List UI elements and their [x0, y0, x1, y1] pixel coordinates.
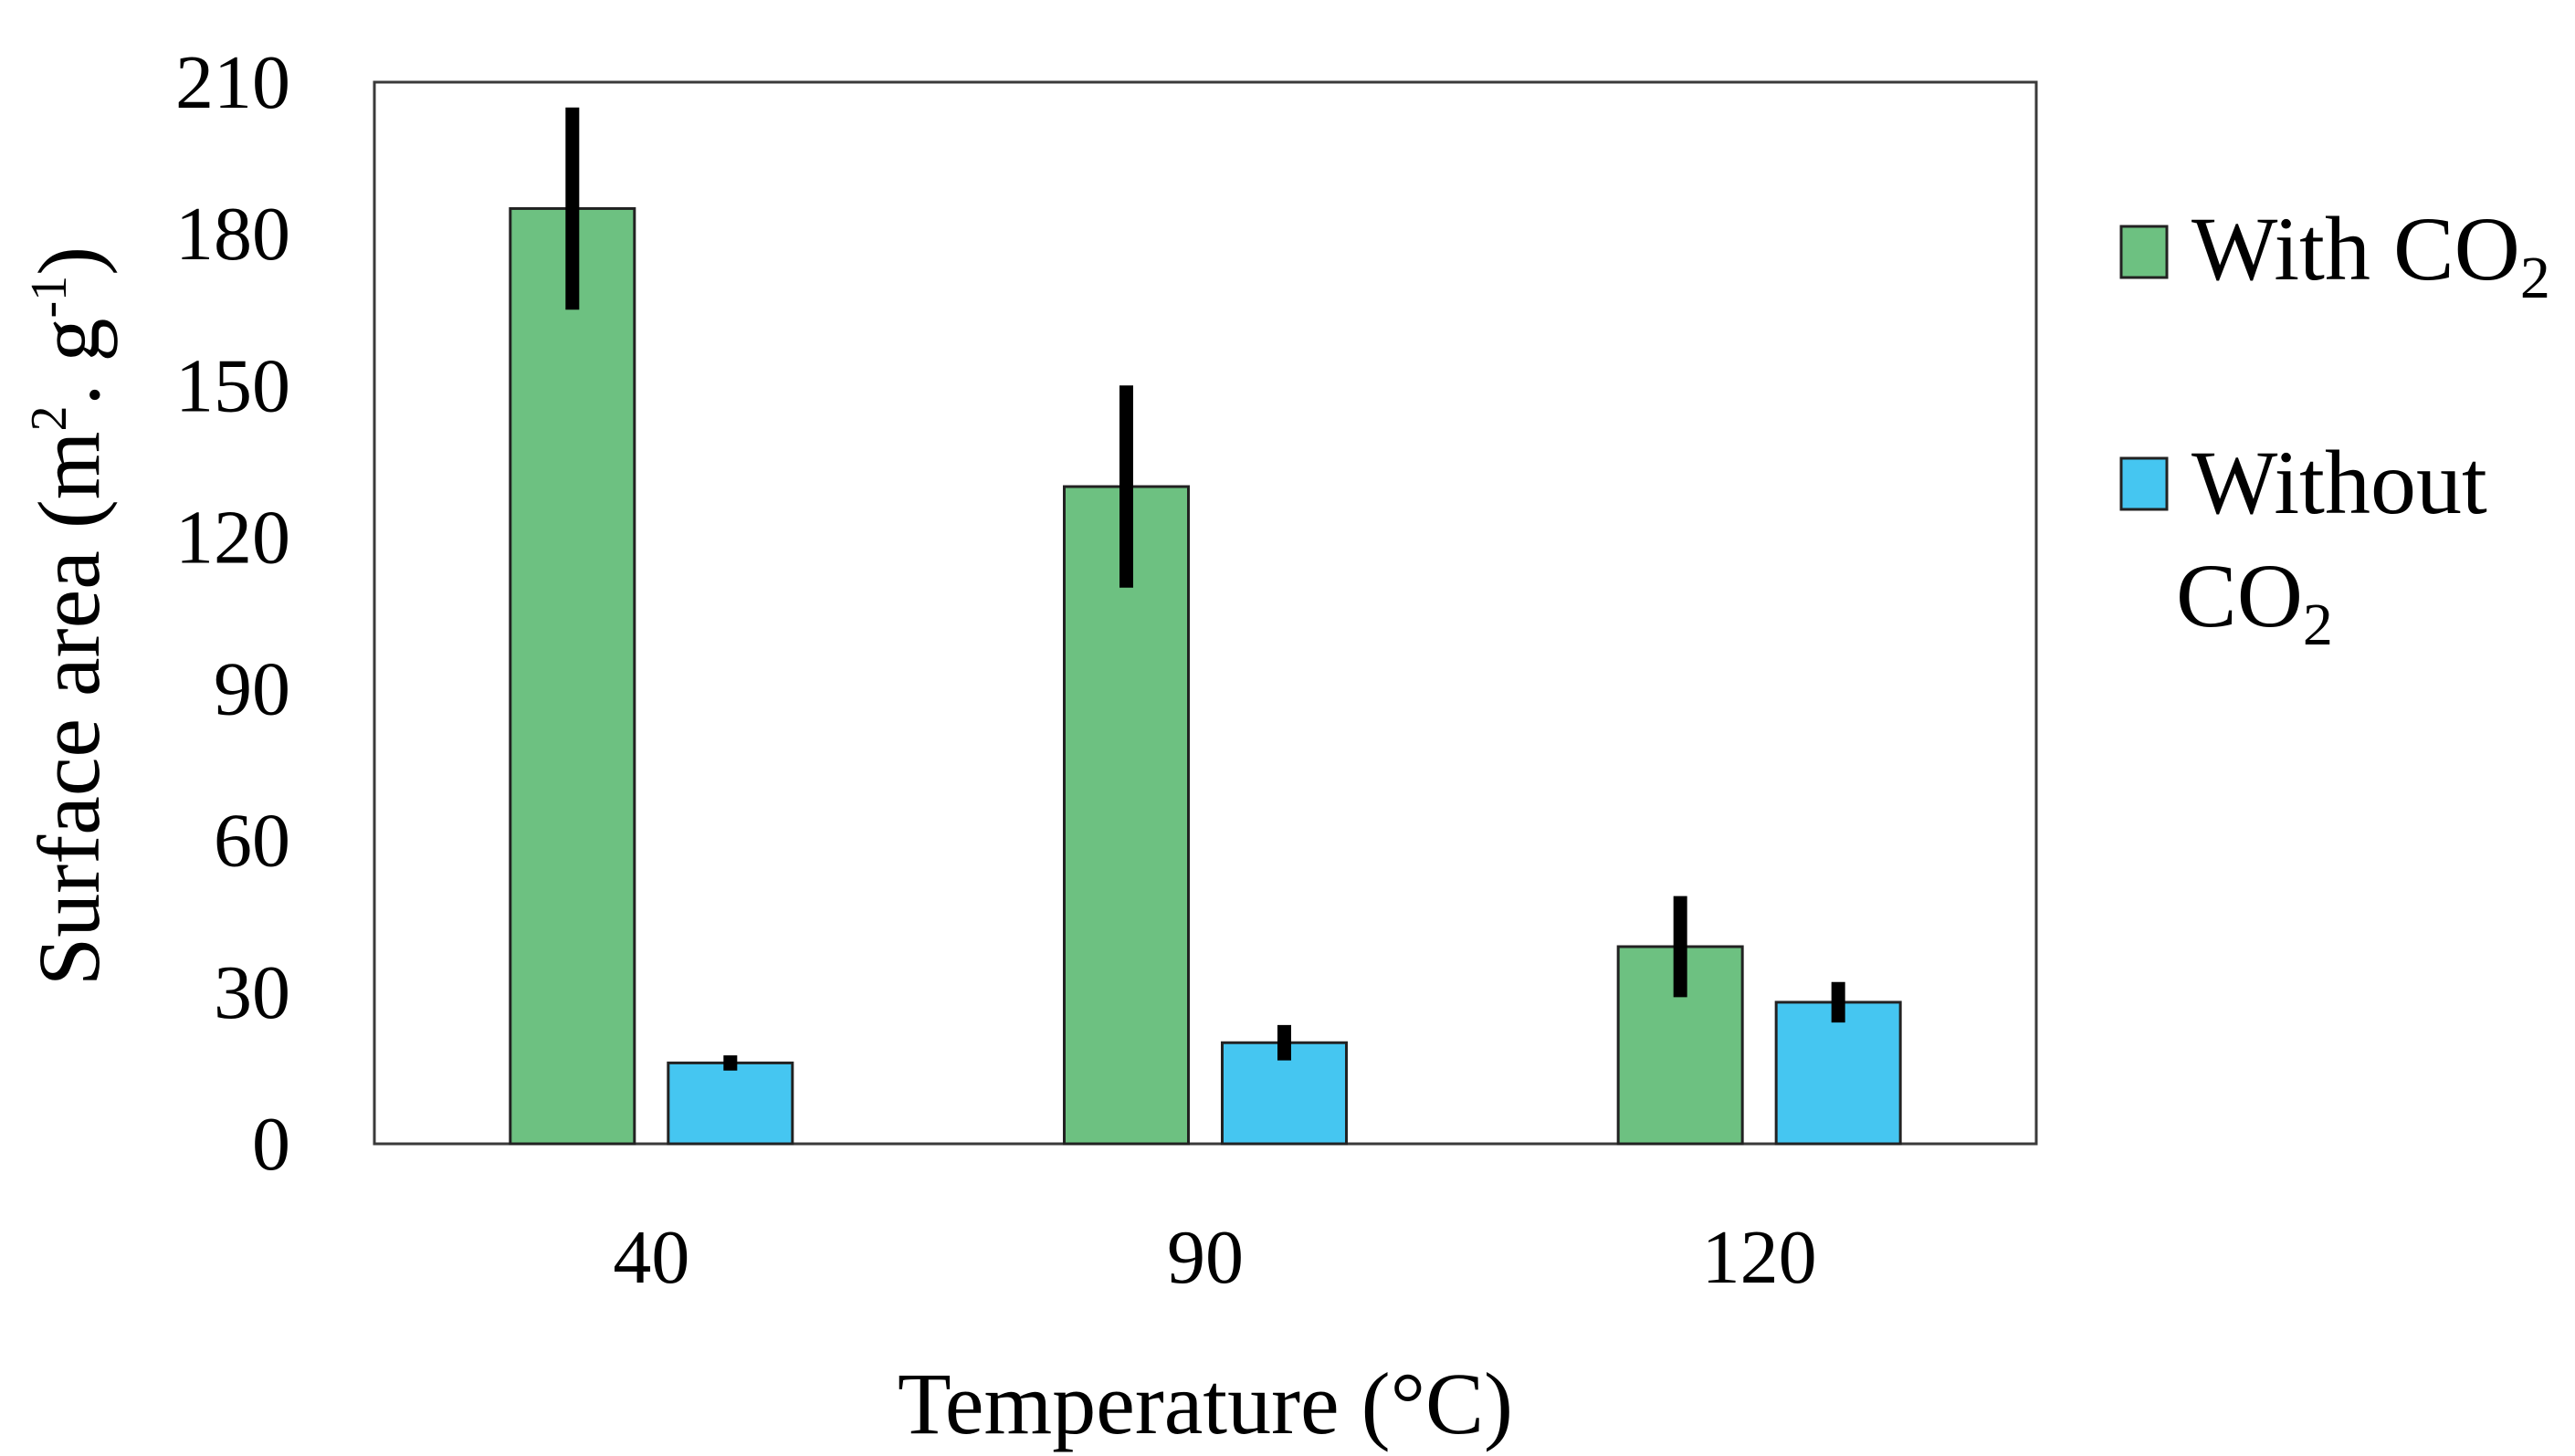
error-bars: [565, 107, 1845, 1071]
y-tick-label: 0: [252, 1102, 290, 1187]
legend: With CO2 Without CO2: [2119, 198, 2550, 658]
y-tick-labels: 0 30 60 90 120 150 180 210: [175, 40, 290, 1187]
legend-label-without-co2-line2: CO2: [2176, 545, 2333, 658]
y-tick-label: 180: [175, 192, 290, 277]
y-tick-label: 210: [175, 40, 290, 125]
bar-without-co2-40: [667, 1061, 794, 1146]
bar-with-co2-40: [509, 206, 636, 1146]
x-axis-label: Temperature (°C): [898, 1355, 1513, 1452]
legend-label-with-co2: With CO2: [2191, 198, 2550, 311]
legend-label-without-co2-line1: Without: [2191, 432, 2487, 533]
x-tick-label: 40: [613, 1215, 689, 1300]
y-tick-label: 60: [214, 799, 290, 884]
y-axis-label: Surface area (m2. g-1): [20, 246, 118, 986]
y-tick-label: 90: [214, 647, 290, 732]
bars: [509, 206, 1902, 1146]
y-tick-label: 30: [214, 950, 290, 1035]
legend-swatch-with-co2: [2119, 225, 2169, 279]
y-tick-label: 120: [175, 495, 290, 580]
y-tick-label: 150: [175, 343, 290, 428]
x-tick-label: 120: [1702, 1215, 1817, 1300]
plot-area: [373, 80, 2038, 1146]
x-tick-labels: 40 90 120: [613, 1215, 1816, 1300]
bar-with-co2-90: [1063, 485, 1190, 1146]
x-tick-label: 90: [1167, 1215, 1244, 1300]
bar-without-co2-120: [1774, 1000, 1902, 1146]
legend-swatch-without-co2: [2119, 456, 2169, 511]
